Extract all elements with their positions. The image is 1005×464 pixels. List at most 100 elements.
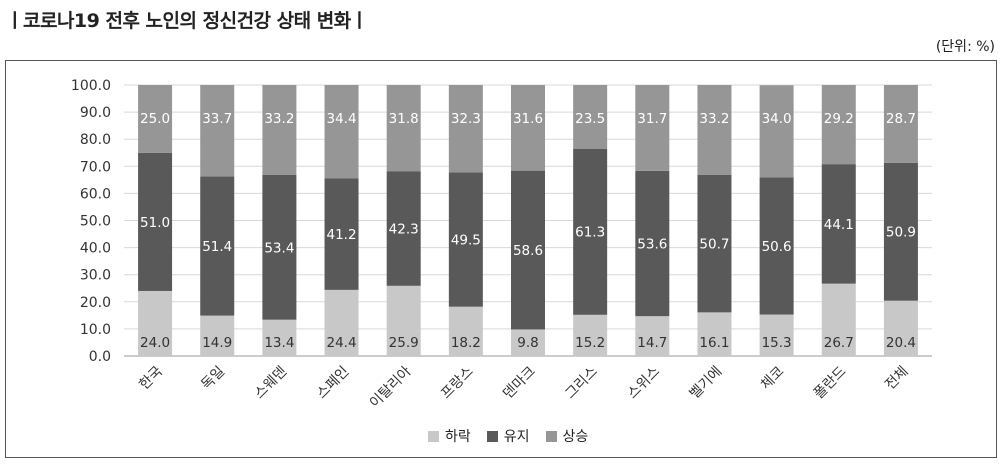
data-label: 58.6: [513, 243, 543, 259]
bar-segment-keep: [697, 174, 732, 313]
y-tick-label: 80.0: [80, 132, 111, 148]
bar-segment-keep: [324, 178, 359, 290]
chart-frame: [5, 60, 997, 458]
bar-segment-down: [324, 289, 359, 356]
data-label: 15.3: [762, 335, 792, 351]
bar-segment-keep: [573, 148, 608, 315]
data-label: 51.4: [202, 239, 232, 255]
bar-segment-up: [448, 85, 483, 173]
y-tick-label: 60.0: [80, 186, 111, 202]
chart-title: ㅣ코로나19 전후 노인의 정신건강 상태 변화ㅣ: [6, 10, 368, 32]
bar-segment-down: [448, 306, 483, 356]
data-label: 34.4: [327, 111, 357, 127]
data-label: 32.3: [451, 111, 481, 127]
data-label: 25.9: [389, 335, 419, 351]
data-label: 31.6: [513, 111, 543, 127]
bar-segment-down: [697, 312, 732, 356]
data-label: 41.2: [327, 227, 357, 243]
data-label: 50.7: [699, 237, 729, 253]
x-category-label: 스위스: [624, 363, 663, 402]
y-tick-label: 50.0: [80, 214, 111, 230]
unit-label: (단위: %): [935, 39, 995, 55]
legend-item-keep: 유지: [486, 426, 530, 446]
data-label: 53.6: [637, 237, 667, 253]
data-label: 13.4: [264, 335, 294, 351]
data-label: 9.8: [517, 335, 538, 351]
data-label: 31.7: [637, 111, 667, 127]
bar-segment-down: [386, 285, 421, 356]
bar-segment-keep: [883, 162, 918, 301]
bar-segment-down: [138, 290, 173, 356]
bar-segment-down: [573, 314, 608, 356]
y-tick-label: 0.0: [89, 349, 111, 365]
bar-segment-keep: [262, 174, 297, 320]
data-label: 50.9: [886, 225, 916, 241]
y-tick-label: 20.0: [80, 295, 111, 311]
x-category-label: 전체: [882, 364, 912, 394]
data-label: 44.1: [824, 217, 854, 233]
data-label: 50.6: [762, 239, 792, 255]
x-category-label: 프랑스: [438, 363, 477, 402]
data-label: 24.4: [327, 335, 357, 351]
legend-swatch-keep: [486, 430, 498, 442]
bar-segment-keep: [200, 176, 235, 316]
bar-segment-down: [759, 314, 794, 356]
data-label: 16.1: [699, 335, 729, 351]
data-label: 42.3: [389, 221, 419, 237]
x-category-label: 벨기에: [687, 364, 726, 403]
data-label: 18.2: [451, 335, 481, 351]
data-label: 53.4: [264, 240, 294, 256]
legend-label-down: 하락: [445, 429, 471, 445]
chart-legend: 하락 유지 상승: [428, 426, 588, 446]
legend-swatch-up: [545, 430, 557, 442]
x-category-label: 그리스: [562, 363, 601, 402]
data-label: 31.8: [389, 111, 419, 127]
y-tick-label: 90.0: [80, 105, 111, 121]
bar-segment-keep: [821, 164, 856, 284]
bar-segment-up: [573, 85, 608, 149]
data-label: 14.7: [637, 335, 667, 351]
bar-segment-down: [883, 300, 918, 356]
bar-segment-up: [511, 85, 545, 171]
x-category-label: 독일: [199, 364, 229, 394]
bar-segment-keep: [448, 172, 483, 307]
data-label: 61.3: [575, 225, 605, 241]
bar-segment-up: [262, 85, 297, 175]
x-category-label: 체코: [758, 363, 788, 393]
y-tick-label: 70.0: [80, 159, 111, 175]
bar-segment-keep: [759, 177, 794, 315]
data-label: 33.2: [699, 111, 729, 127]
data-label: 25.0: [140, 111, 170, 127]
x-category-label: 스웨덴: [252, 364, 291, 403]
bar-segment-keep: [635, 170, 670, 317]
y-tick-label: 30.0: [80, 268, 111, 284]
data-label: 33.2: [264, 111, 294, 127]
data-label: 24.0: [140, 335, 170, 351]
legend-item-up: 상승: [545, 426, 588, 446]
legend-label-keep: 유지: [503, 429, 530, 445]
bar-segment-keep: [511, 170, 545, 330]
x-category-label: 이탈리아: [367, 363, 415, 411]
data-label: 28.7: [886, 111, 916, 127]
bar-segment-up: [635, 85, 670, 171]
bar-segment-up: [324, 85, 359, 179]
data-label: 34.0: [762, 111, 792, 127]
bar-segment-up: [883, 85, 918, 163]
data-label: 20.4: [886, 335, 916, 351]
data-label: 23.5: [575, 111, 605, 127]
y-tick-label: 10.0: [80, 322, 111, 338]
bar-segment-up: [697, 85, 732, 175]
x-category-label: 덴마크: [500, 363, 539, 402]
y-tick-label: 40.0: [80, 241, 111, 257]
bar-segment-down: [262, 319, 297, 356]
x-category-label: 폴란드: [811, 363, 850, 402]
data-label: 15.2: [575, 335, 605, 351]
y-tick-label: 100.0: [71, 78, 111, 94]
legend-item-down: 하락: [428, 426, 471, 446]
bar-segment-down: [821, 283, 856, 356]
data-label: 33.7: [202, 111, 232, 127]
data-label: 51.0: [140, 215, 170, 231]
bar-segment-up: [759, 85, 794, 178]
bar-segment-keep: [386, 171, 421, 286]
